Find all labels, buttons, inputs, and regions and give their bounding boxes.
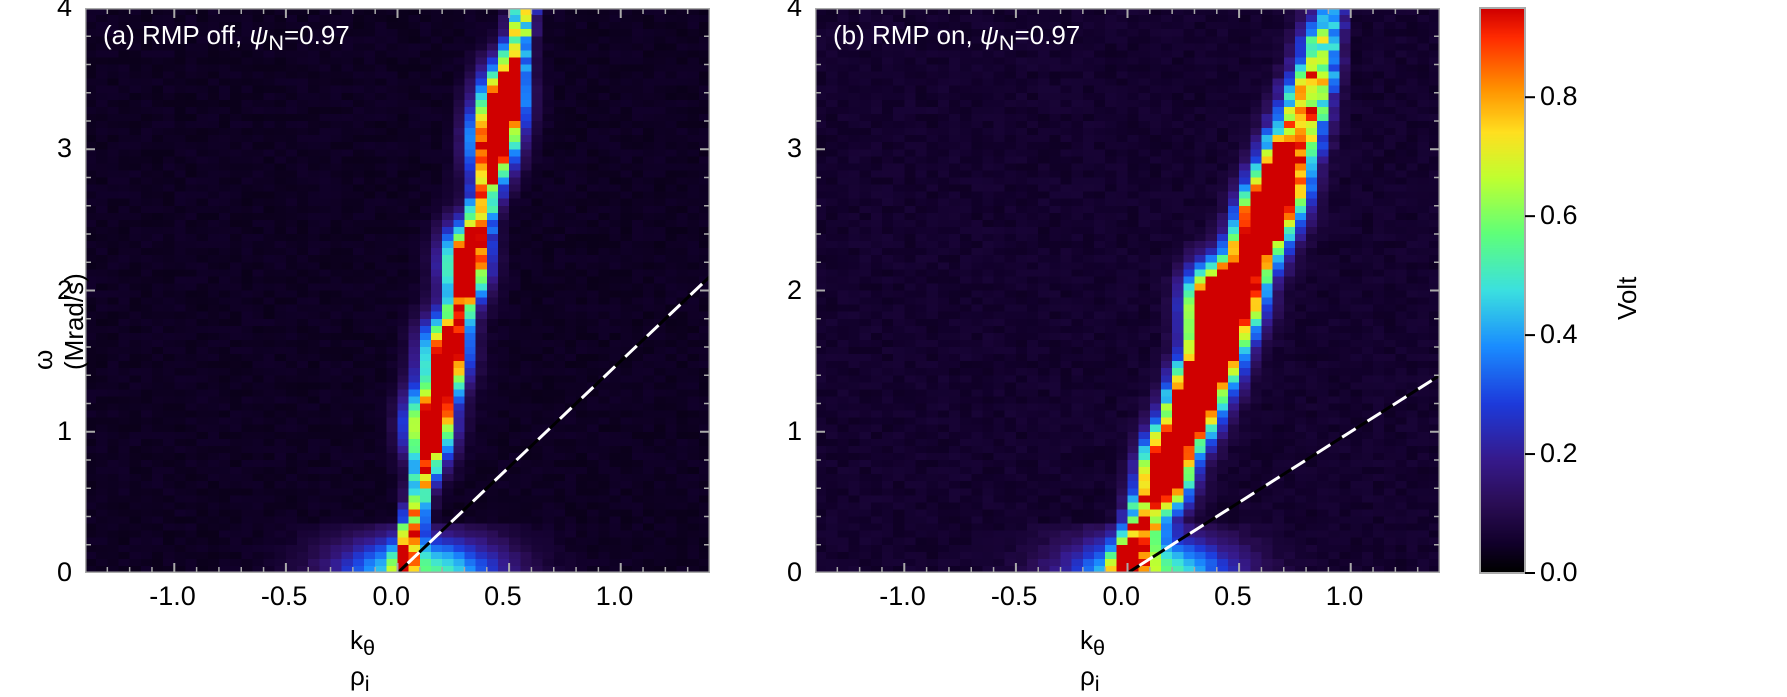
xtick-label: -0.5 bbox=[261, 581, 308, 612]
colorbar-tick-label: 0.0 bbox=[1540, 557, 1578, 588]
xa-sub2: i bbox=[365, 671, 370, 696]
panel-a-title-suffix: =0.97 bbox=[284, 20, 350, 50]
panel-b-plot: (b) RMP on, ψN=0.97 bbox=[815, 8, 1440, 573]
ytick-label: 0 bbox=[787, 557, 802, 588]
xtick-label: 1.0 bbox=[596, 581, 634, 612]
xtick-label: -1.0 bbox=[879, 581, 926, 612]
xtick-label: 0.0 bbox=[1103, 581, 1141, 612]
xb-rho: ρ bbox=[1080, 661, 1095, 691]
ytick-label: 0 bbox=[57, 557, 72, 588]
ytick-label: 2 bbox=[57, 275, 72, 306]
colorbar-tick-label: 0.8 bbox=[1540, 81, 1578, 112]
panel-b-xlabel: kθ ρi bbox=[1080, 625, 1105, 697]
xa-k: k bbox=[350, 625, 363, 655]
panel-a-heatmap bbox=[85, 8, 710, 573]
colorbar bbox=[1480, 8, 1525, 573]
panel-a-title: (a) RMP off, ψN=0.97 bbox=[103, 20, 350, 56]
ytick-label: 1 bbox=[57, 416, 72, 447]
xa-sub: θ bbox=[363, 635, 375, 660]
colorbar-tick-label: 0.6 bbox=[1540, 200, 1578, 231]
colorbar-title: Volt bbox=[1612, 277, 1643, 320]
panel-b-heatmap bbox=[815, 8, 1440, 573]
colorbar-tick-label: 0.2 bbox=[1540, 438, 1578, 469]
panel-b-title-sub: N bbox=[999, 30, 1015, 55]
ytick-label: 1 bbox=[787, 416, 802, 447]
figure-root: (a) RMP off, ψN=0.97 ω (Mrad/s) kθ ρi (b… bbox=[0, 0, 1787, 683]
panel-b-title: (b) RMP on, ψN=0.97 bbox=[833, 20, 1080, 56]
ytick-label: 4 bbox=[57, 0, 72, 23]
ytick-label: 3 bbox=[787, 133, 802, 164]
xb-k: k bbox=[1080, 625, 1093, 655]
colorbar-gradient bbox=[1480, 8, 1525, 573]
panel-b-title-suffix: =0.97 bbox=[1014, 20, 1080, 50]
xa-rho: ρ bbox=[350, 661, 365, 691]
xtick-label: 0.5 bbox=[1214, 581, 1252, 612]
panel-b-title-prefix: (b) RMP on, bbox=[833, 20, 980, 50]
xb-sub: θ bbox=[1093, 635, 1105, 660]
panel-a-title-prefix: (a) RMP off, bbox=[103, 20, 249, 50]
panel-a-plot: (a) RMP off, ψN=0.97 bbox=[85, 8, 710, 573]
xtick-label: -1.0 bbox=[149, 581, 196, 612]
panel-a-title-psi: ψ bbox=[249, 20, 268, 50]
xtick-label: 0.0 bbox=[373, 581, 411, 612]
xb-sub2: i bbox=[1095, 671, 1100, 696]
ytick-label: 4 bbox=[787, 0, 802, 23]
xtick-label: 1.0 bbox=[1326, 581, 1364, 612]
xtick-label: -0.5 bbox=[991, 581, 1038, 612]
panel-a-xlabel: kθ ρi bbox=[350, 625, 375, 697]
ytick-label: 3 bbox=[57, 133, 72, 164]
xtick-label: 0.5 bbox=[484, 581, 522, 612]
panel-a-title-sub: N bbox=[268, 30, 284, 55]
colorbar-tick-label: 0.4 bbox=[1540, 319, 1578, 350]
ytick-label: 2 bbox=[787, 275, 802, 306]
panel-b-title-psi: ψ bbox=[980, 20, 999, 50]
